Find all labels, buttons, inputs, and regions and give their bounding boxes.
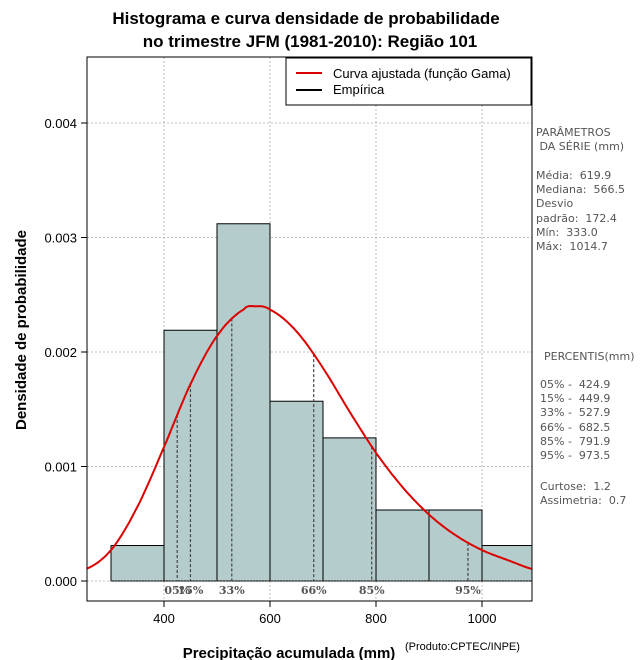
histogram-bar — [322, 437, 377, 582]
percentile-label-33%: 33% — [219, 584, 245, 597]
x-axis: 400 600 800 1000 — [153, 601, 496, 626]
histogram-bar — [110, 545, 165, 582]
params-heading: PARÂMETROS DA SÉRIE (mm) — [536, 126, 625, 154]
y-tick-label: 0.002 — [44, 345, 77, 360]
fitted-curve-group — [87, 304, 532, 570]
percentile-label-95%: 95% — [455, 584, 481, 597]
y-tick-label: 0.000 — [44, 574, 77, 589]
x-tick-label: 600 — [259, 611, 281, 626]
percentile-label-15%: 15% — [178, 584, 204, 597]
shape-stats: Curtose: 1.2 Assimetria: 0.7 — [540, 480, 627, 508]
fitted-curve — [87, 304, 532, 570]
legend: Curva ajustada (função Gama) Empírica — [285, 57, 532, 106]
histogram-bar — [216, 223, 271, 582]
credit-text: (Produto:CPTEC/INPE) — [405, 641, 520, 653]
chart-title: Histograma e curva densidade de probabil… — [112, 9, 499, 28]
x-tick-label: 400 — [153, 611, 175, 626]
percentile-label-05%: 05% — [164, 584, 190, 597]
chart-subtitle: no trimestre JFM (1981-2010): Região 101 — [143, 32, 477, 51]
plot-frame — [86, 56, 533, 602]
x-axis-title: Precipitação acumulada (mm) — [183, 645, 396, 660]
params-values: Média: 619.9 Mediana: 566.5 Desvio padrã… — [536, 169, 625, 254]
percentile-labels: 05%15% 33% 66% 85% 95% — [164, 584, 481, 597]
y-axis: 0.000 0.001 0.002 0.003 0.004 — [44, 116, 87, 589]
y-tick-label: 0.001 — [44, 460, 77, 475]
legend-box — [285, 57, 532, 106]
x-tick-label: 800 — [365, 611, 387, 626]
histogram-bars — [110, 223, 533, 582]
legend-empirical-label: Empírica — [333, 82, 385, 97]
percentile-lines — [176, 318, 469, 581]
percentis-values: 05% - 424.9 15% - 449.9 33% - 527.9 66% … — [540, 378, 611, 463]
percentis-heading: PERCENTIS(mm) — [544, 350, 635, 363]
legend-curve-label: Curva ajustada (função Gama) — [333, 66, 511, 81]
y-tick-label: 0.004 — [44, 116, 77, 131]
y-tick-label: 0.003 — [44, 231, 77, 246]
y-axis-title: Densidade de probabilidade — [13, 230, 30, 430]
percentile-label-66%: 66% — [301, 584, 327, 597]
histogram-bar — [269, 400, 324, 582]
histogram-bar — [375, 509, 430, 582]
percentile-label-85%: 85% — [359, 584, 385, 597]
x-tick-label: 1000 — [468, 611, 497, 626]
histogram-bar — [481, 545, 533, 582]
